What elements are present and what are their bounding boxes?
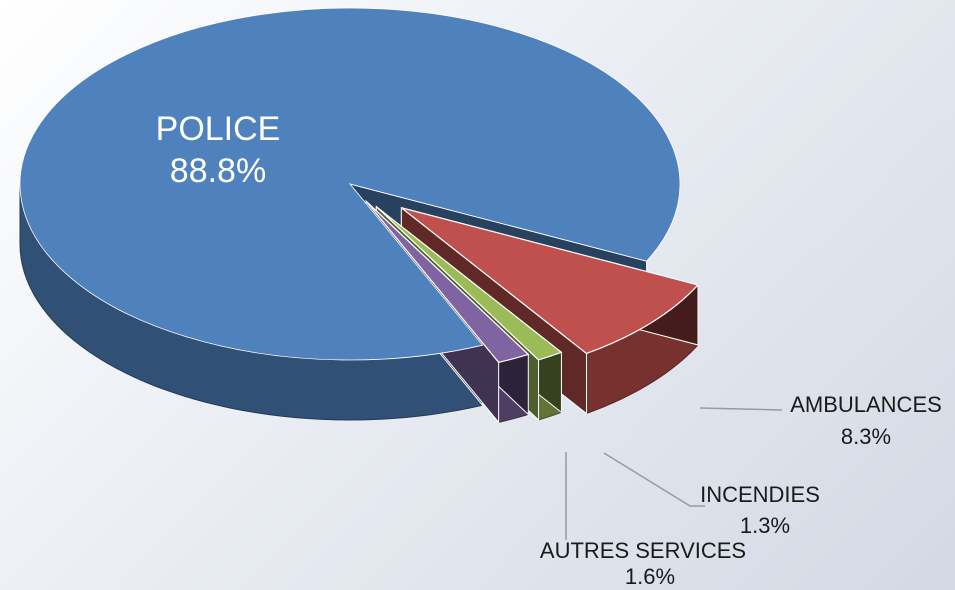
label-pct-incendies: 1.3% <box>740 513 790 538</box>
leader-line-ambulances <box>699 407 783 411</box>
label-pct-police: 88.8% <box>170 152 266 190</box>
slice-top-incendies <box>375 206 563 361</box>
slice-top-police <box>19 7 681 361</box>
label-pct-ambulances: 8.3% <box>841 424 891 449</box>
label-name-autres-services: AUTRES SERVICES <box>540 538 746 563</box>
slice-top-ambulances <box>400 207 700 355</box>
label-name-incendies: INCENDIES <box>700 482 820 507</box>
label-name-ambulances: AMBULANCES <box>790 392 942 417</box>
label-pct-autres-services: 1.6% <box>625 564 675 589</box>
leader-line-incendies <box>603 452 705 507</box>
label-name-police: POLICE <box>156 110 281 148</box>
slice-top-autres-services <box>365 200 530 364</box>
